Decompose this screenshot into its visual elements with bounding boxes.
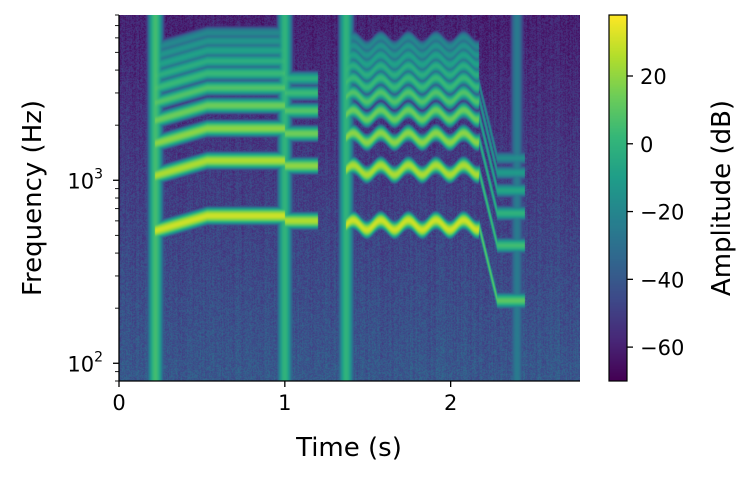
y-tick-label: 102	[67, 349, 103, 376]
spectrogram-heatmap	[119, 15, 580, 381]
x-axis-label: Time (s)	[295, 433, 402, 463]
y-tick-label: 103	[67, 166, 103, 193]
colorbar-gradient	[609, 15, 627, 381]
y-axis-ticks: 102 103	[67, 14, 119, 382]
colorbar-tick-label: −60	[640, 336, 684, 360]
colorbar-tick-label: 0	[640, 133, 653, 157]
x-tick-label: 2	[444, 391, 457, 415]
colorbar-ticks: 20 0 −20 −40 −60	[627, 65, 684, 360]
x-axis-ticks: 0 1 2	[112, 381, 457, 415]
colorbar-tick-label: 20	[640, 65, 667, 89]
x-tick-label: 1	[278, 391, 291, 415]
colorbar-frame	[608, 14, 628, 382]
colorbar-label: Amplitude (dB)	[707, 100, 737, 296]
y-axis-label: Frequency (Hz)	[18, 100, 48, 296]
x-tick-label: 0	[112, 391, 125, 415]
colorbar-tick-label: −20	[640, 201, 684, 225]
colorbar-tick-label: −40	[640, 268, 684, 292]
